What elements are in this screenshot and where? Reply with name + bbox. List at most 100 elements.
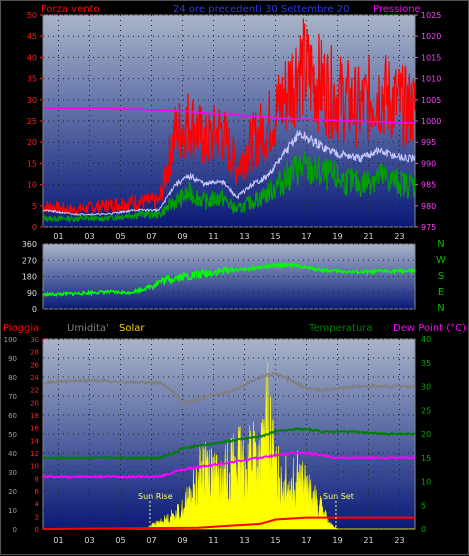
timestamp-title: 24 ore precedenti 30 Settembre 20 [173,4,349,15]
compass-label: W [436,255,446,266]
x-tick: 01 [53,232,63,241]
wind-chart-marks [42,18,416,224]
x-tick: 11 [208,232,218,241]
x-tick: 15 [270,232,280,241]
x-tick: 09 [177,536,187,545]
sun-rise-label: Sun Rise [138,492,173,501]
temperature-title: Temperatura [308,323,373,334]
wind-direction-line [42,261,416,298]
y-right-tick: 1020 [421,32,441,41]
rain-tick: 26 [30,361,39,369]
dew-point-title: Dew Point (°C) [393,323,466,334]
x-tick: 03 [84,232,94,241]
rain-tick: 24 [30,374,39,382]
x-tick: 11 [208,536,218,545]
direction-chart-axes: 0 90 180 270 360 [22,240,37,314]
humidity-tick: 20 [8,488,17,496]
humidity-line [42,371,416,407]
x-tick: 15 [270,536,280,545]
y-left-tick: 45 [27,32,37,41]
rain-tick: 8 [35,475,39,483]
compass-label: S [438,271,444,282]
temperature-tick: 10 [421,478,431,487]
humidity-tick: 60 [8,412,17,420]
y-left-tick: 40 [27,53,37,62]
temperature-tick: 30 [421,383,431,392]
temperature-tick: 15 [421,454,431,463]
pressure-title: Pressione [373,4,421,15]
temperature-tick: 0 [421,525,426,534]
wind-speed-title: Forza vento [41,4,100,15]
humidity-title: Umidita' [67,323,109,334]
direction-tick: 180 [22,273,37,282]
temperature-tick: 20 [421,430,431,439]
direction-tick: 270 [22,256,37,265]
humidity-tick: 40 [8,450,17,458]
temperature-tick: 25 [421,406,431,415]
x-tick: 19 [332,232,342,241]
temperature-line [42,427,416,461]
humidity-tick: 50 [8,431,17,439]
wind-speed-line [42,18,416,217]
x-tick: 23 [394,232,404,241]
rain-tick: 12 [30,450,39,458]
rain-tick: 28 [30,349,39,357]
x-tick: 09 [177,232,187,241]
rain-tick: 4 [35,501,40,509]
y-right-tick: 1010 [421,75,441,84]
x-tick: 13 [239,232,249,241]
y-left-tick: 10 [27,181,37,190]
y-right-tick: 985 [421,181,436,190]
y-left-tick: 25 [27,117,37,126]
y-right-tick: 1000 [421,117,441,126]
direction-tick: 0 [32,305,37,314]
rain-tick: 16 [30,425,39,433]
rain-tick: 22 [30,387,39,395]
x-tick: 17 [301,536,311,545]
y-left-tick: 0 [32,223,37,232]
compass-label: N [437,303,444,314]
y-right-tick: 975 [421,223,436,232]
x-tick: 07 [146,232,156,241]
direction-tick: 90 [27,289,37,298]
y-right-tick: 990 [421,159,436,168]
x-tick: 19 [332,536,342,545]
temperature-tick: 35 [421,359,431,368]
climate-chart-marks [42,362,416,530]
direction-chart-grid [43,243,415,310]
x-tick: 23 [394,536,404,545]
rain-tick: 20 [30,399,39,407]
y-left-tick: 5 [32,202,37,211]
humidity-tick: 90 [8,355,17,363]
y-right-tick: 1015 [421,53,441,62]
rain-title: Pioggia [3,323,39,334]
humidity-tick: 10 [8,507,17,515]
x-tick: 13 [239,536,249,545]
compass-label: N [437,239,444,250]
y-right-tick: 1005 [421,96,441,105]
humidity-tick: 0 [13,526,17,534]
rain-tick: 14 [30,437,39,445]
y-left-tick: 35 [27,75,37,84]
x-tick: 03 [84,536,94,545]
x-tick: 07 [146,536,156,545]
y-left-tick: 15 [27,159,37,168]
wind-avg-line [42,130,416,217]
direction-chart-marks [42,261,416,298]
y-right-tick: 1025 [421,11,441,20]
direction-tick: 360 [22,240,37,249]
temperature-tick: 5 [421,501,426,510]
x-tick: 17 [301,232,311,241]
rain-tick: 18 [30,412,39,420]
humidity-tick: 30 [8,469,17,477]
y-right-tick: 980 [421,202,436,211]
sun-set-label: Sun Set [323,492,354,501]
wind-chart-axes: 0510152025303540455097598098599099510001… [27,11,442,241]
solar-title: Solar [119,323,145,334]
x-tick: 01 [53,536,63,545]
rain-tick: 6 [35,488,40,496]
y-right-tick: 995 [421,138,436,147]
